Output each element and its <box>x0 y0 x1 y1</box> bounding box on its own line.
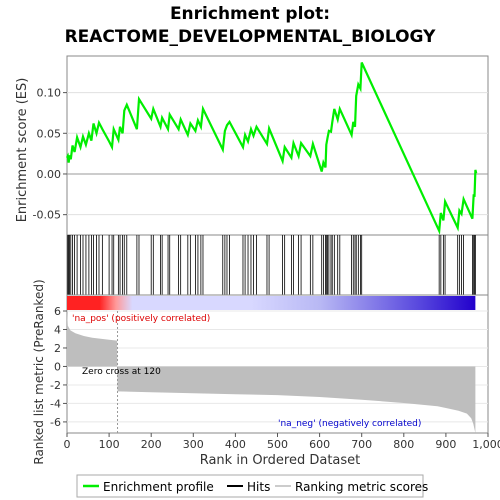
es-y-tick-label: 0.10 <box>37 87 62 100</box>
chart-title-line1: Enrichment plot: <box>170 4 330 24</box>
legend-hits-label: Hits <box>247 480 270 494</box>
metric-y-tick-label: -6 <box>50 416 61 429</box>
zero-cross-label: Zero cross at 120 <box>82 367 161 377</box>
ranking-metric-area <box>67 310 476 433</box>
x-tick-label: 200 <box>141 438 162 451</box>
es-y-ticks: 0.10 0.05 0.00 -0.05 <box>33 87 67 222</box>
metric-y-tick-label: 4 <box>54 323 61 336</box>
legend-ranking-metric-label: Ranking metric scores <box>295 480 428 494</box>
legend <box>76 474 424 498</box>
metric-y-ticks: 6 4 2 0 -2 -4 -6 <box>50 305 67 429</box>
ranking-heatmap-bar <box>67 296 476 310</box>
metric-y-tick-label: -4 <box>50 397 61 410</box>
x-tick-label: 300 <box>183 438 204 451</box>
metric-y-tick-label: 6 <box>54 305 61 318</box>
x-tick-label: 0 <box>64 438 71 451</box>
x-tick-label: 600 <box>309 438 330 451</box>
x-tick-label: 1,000 <box>472 438 500 451</box>
hits-panel <box>66 234 489 296</box>
positive-correlation-label: 'na_pos' (positively correlated) <box>72 314 210 324</box>
es-panel <box>66 55 489 236</box>
x-tick-label: 500 <box>267 438 288 451</box>
es-y-tick-label: 0.05 <box>37 127 62 140</box>
x-tick-label: 100 <box>99 438 120 451</box>
x-axis-label: Rank in Ordered Dataset <box>200 453 361 468</box>
negative-correlation-label: 'na_neg' (negatively correlated) <box>278 419 421 429</box>
metric-y-tick-label: -2 <box>50 379 61 392</box>
metric-y-tick-label: 2 <box>54 342 61 355</box>
x-tick-label: 400 <box>225 438 246 451</box>
legend-enrichment-profile-label: Enrichment profile <box>103 480 214 494</box>
es-gridlines <box>67 92 488 216</box>
es-y-tick-label: 0.00 <box>37 168 62 181</box>
enrichment-profile-line <box>66 62 478 236</box>
metric-x-ticks: 0 100 200 300 400 500 600 700 800 900 1,000 <box>64 433 500 451</box>
x-tick-label: 700 <box>351 438 372 451</box>
chart-title-line2: REACTOME_DEVELOPMENTAL_BIOLOGY <box>65 27 437 47</box>
x-tick-label: 900 <box>435 438 456 451</box>
metric-y-axis-label: Ranked list metric (PreRanked) <box>32 279 46 464</box>
metric-y-tick-label: 0 <box>54 360 61 373</box>
x-tick-label: 800 <box>393 438 414 451</box>
es-y-tick-label: -0.05 <box>33 209 61 222</box>
hits-marks <box>67 235 476 295</box>
es-y-axis-label: Enrichment score (ES) <box>15 78 30 223</box>
